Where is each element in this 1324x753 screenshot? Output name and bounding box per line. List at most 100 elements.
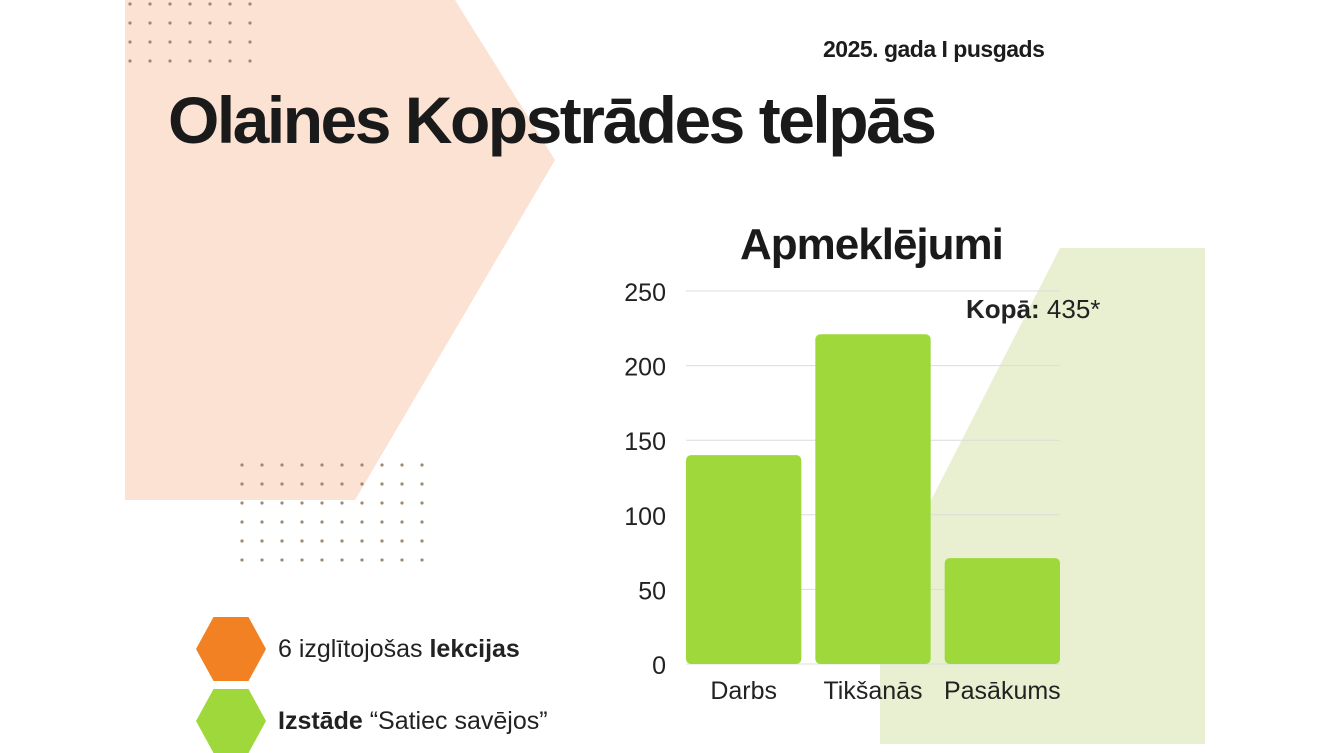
y-tick-label: 50 xyxy=(638,577,666,605)
dot-pattern-middle xyxy=(240,463,424,562)
dot xyxy=(420,539,424,543)
green-hexagon-icon xyxy=(196,689,266,753)
chart-title: Apmeklējumi xyxy=(740,220,1004,269)
total-annotation: Kopā: 435* xyxy=(966,294,1100,325)
dot xyxy=(208,2,212,6)
page-title: Olaines Kopstrādes telpās xyxy=(168,83,937,157)
orange-hexagon-icon xyxy=(196,617,266,681)
dot xyxy=(420,463,424,467)
dot xyxy=(128,21,132,25)
dot xyxy=(168,40,172,44)
x-tick-label: Darbs xyxy=(710,677,777,705)
x-tick-label: Tikšanās xyxy=(823,677,922,705)
dot xyxy=(188,21,192,25)
dot xyxy=(228,59,232,63)
dot xyxy=(228,2,232,6)
dot xyxy=(340,463,344,467)
dot xyxy=(360,482,364,486)
x-tick-label: Pasākums xyxy=(944,677,1061,705)
bar xyxy=(686,455,802,664)
dot xyxy=(340,482,344,486)
dot xyxy=(240,482,244,486)
dot xyxy=(228,21,232,25)
dot xyxy=(320,520,324,524)
dot xyxy=(148,59,152,63)
dot xyxy=(208,40,212,44)
dot xyxy=(340,558,344,562)
dot xyxy=(320,482,324,486)
legend-text-lectures: 6 izglītojošas lekcijas xyxy=(278,635,520,664)
dot xyxy=(360,558,364,562)
dot xyxy=(260,558,264,562)
dot xyxy=(280,539,284,543)
y-tick-label: 100 xyxy=(624,503,666,531)
dot xyxy=(148,21,152,25)
x-axis-tick-labels: Darbs Tikšanās Pasākums xyxy=(710,677,1060,705)
bars xyxy=(686,334,1060,664)
dot xyxy=(420,501,424,505)
dot xyxy=(208,59,212,63)
dot xyxy=(300,558,304,562)
dot xyxy=(360,520,364,524)
dot xyxy=(128,40,132,44)
dot xyxy=(400,558,404,562)
dot xyxy=(168,59,172,63)
dot xyxy=(380,539,384,543)
dot xyxy=(300,463,304,467)
dot xyxy=(188,40,192,44)
dot xyxy=(280,501,284,505)
dot xyxy=(340,501,344,505)
y-tick-label: 150 xyxy=(624,428,666,456)
y-tick-label: 200 xyxy=(624,354,666,382)
dot xyxy=(360,539,364,543)
dot xyxy=(400,482,404,486)
bar xyxy=(944,558,1060,664)
dot xyxy=(380,463,384,467)
dot xyxy=(260,501,264,505)
legend-text-exhibition: Izstāde “Satiec savējos” xyxy=(278,707,548,736)
legend-lectures-bold: lekcijas xyxy=(429,634,520,663)
dot xyxy=(360,463,364,467)
dot xyxy=(400,501,404,505)
dot xyxy=(260,539,264,543)
dot xyxy=(168,21,172,25)
y-tick-label: 0 xyxy=(652,652,666,680)
dot xyxy=(420,558,424,562)
dot xyxy=(148,40,152,44)
dot xyxy=(248,2,252,6)
dot xyxy=(260,482,264,486)
dot xyxy=(340,539,344,543)
dot xyxy=(400,463,404,467)
dot xyxy=(168,2,172,6)
dot xyxy=(360,501,364,505)
legend-lectures-plain: 6 izglītojošas xyxy=(278,634,430,663)
dot xyxy=(400,520,404,524)
dot xyxy=(248,59,252,63)
dot xyxy=(240,520,244,524)
dot xyxy=(320,501,324,505)
dot xyxy=(188,2,192,6)
dot xyxy=(420,520,424,524)
dot xyxy=(300,501,304,505)
dot-pattern-top xyxy=(128,2,252,63)
dot xyxy=(240,463,244,467)
dot xyxy=(148,2,152,6)
legend-exhibition-bold: Izstāde xyxy=(278,706,363,735)
dot xyxy=(248,21,252,25)
dot xyxy=(228,40,232,44)
dot xyxy=(320,539,324,543)
y-tick-label: 250 xyxy=(624,279,666,307)
dot xyxy=(280,558,284,562)
dot xyxy=(128,2,132,6)
dot xyxy=(380,520,384,524)
dot xyxy=(240,558,244,562)
y-axis-tick-labels: 0 50 100 150 200 250 xyxy=(624,279,666,680)
dot xyxy=(340,520,344,524)
dot xyxy=(208,21,212,25)
dot xyxy=(380,558,384,562)
dot xyxy=(280,482,284,486)
dot xyxy=(400,539,404,543)
dot xyxy=(300,520,304,524)
period-subtitle: 2025. gada I pusgads xyxy=(823,36,1045,62)
peach-hexagon-shape xyxy=(125,0,555,500)
